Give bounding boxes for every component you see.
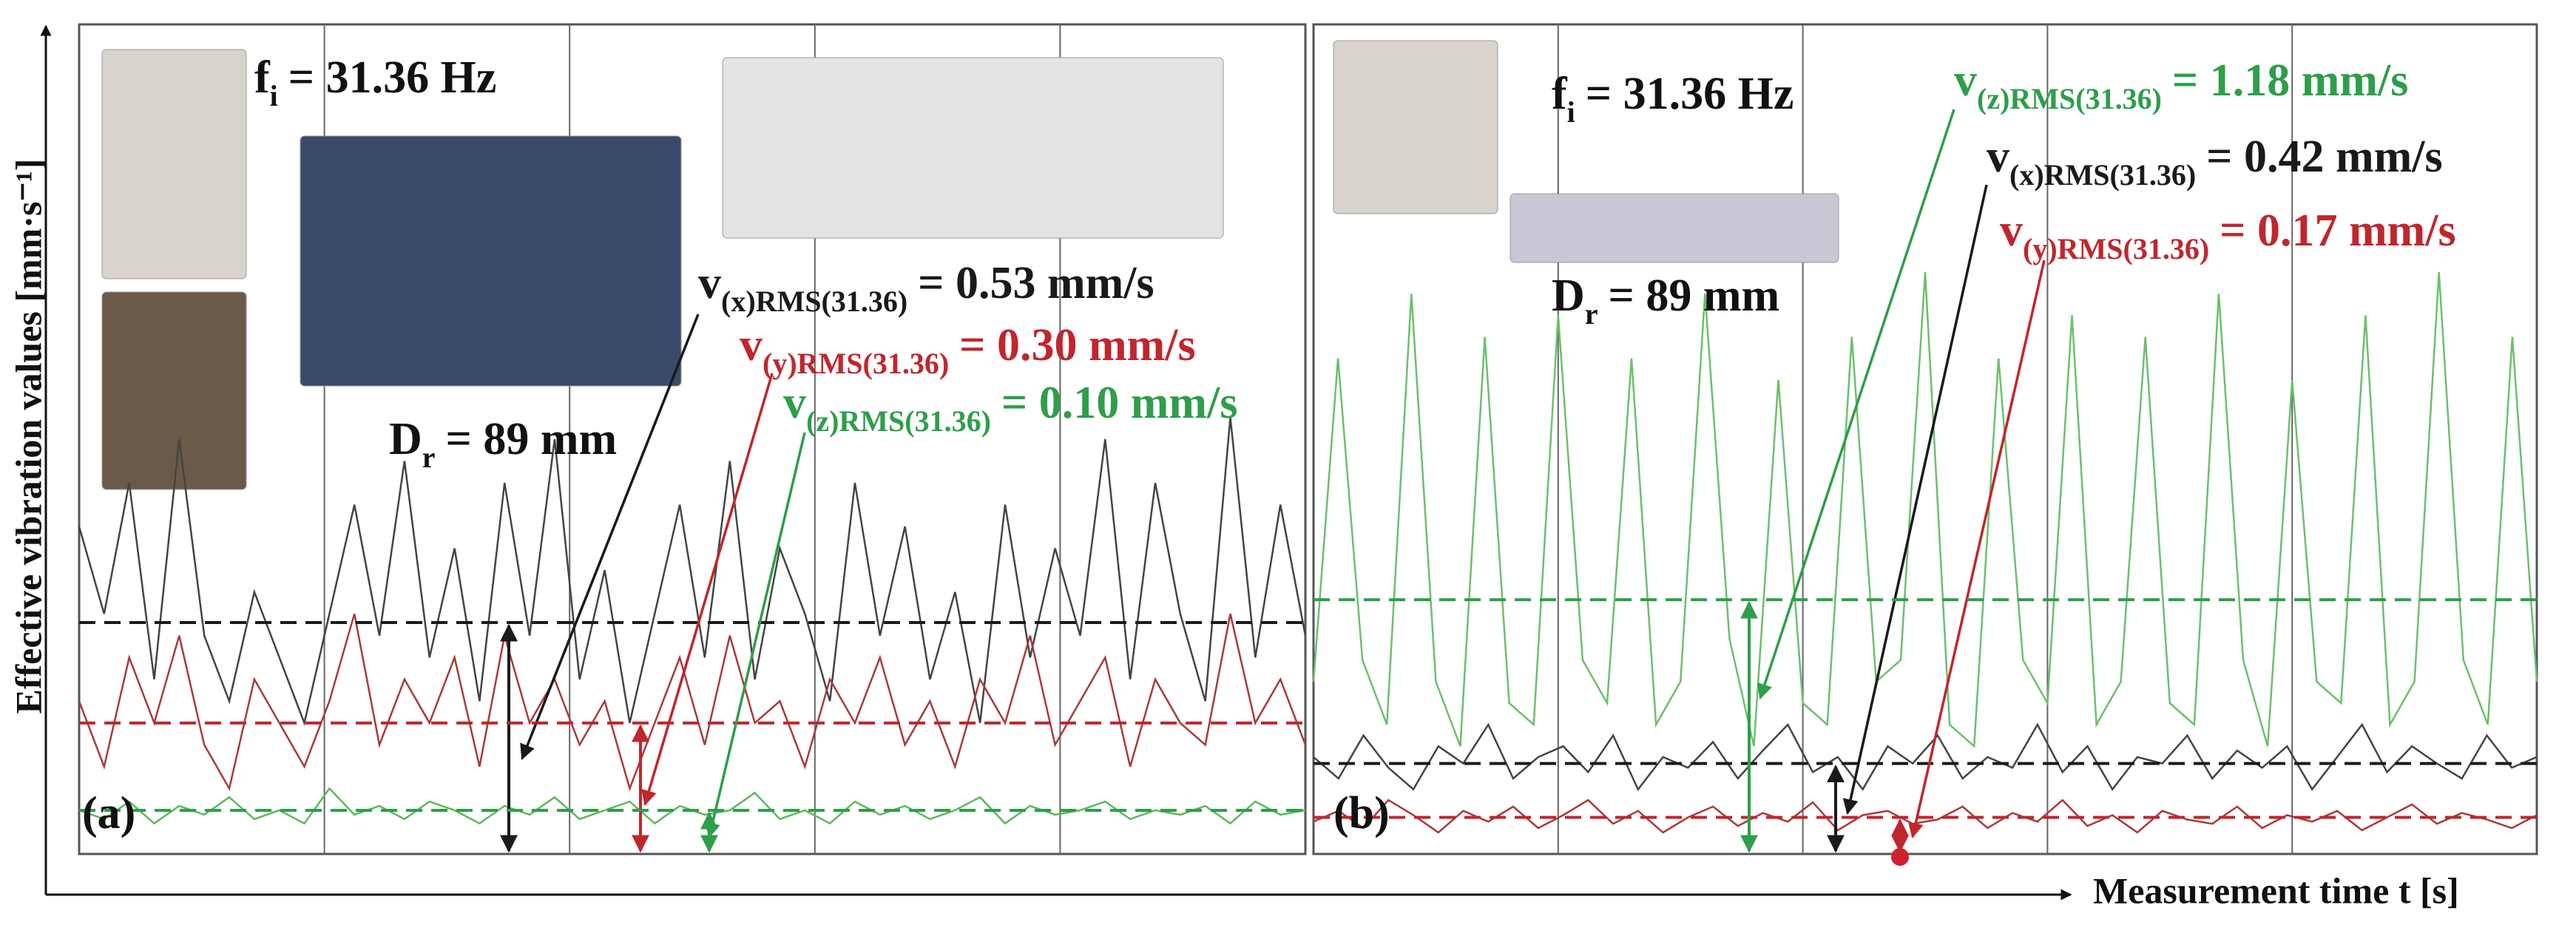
rms-label-sub: (z)RMS(31.36): [1977, 82, 2162, 115]
rms-label-main: v: [740, 320, 763, 370]
photo: [101, 291, 247, 490]
frequency-label: fi = 31.36 Hz: [1552, 69, 1794, 128]
signal-trace: [1313, 799, 2538, 834]
rms-label-text: = 0.30 mm/s: [959, 320, 1195, 370]
panels: v(x)RMS(31.36) = 0.53 mm/sv(y)RMS(31.36) =…: [78, 23, 2538, 866]
panel-label: (b): [1333, 788, 1390, 838]
diameter-label-text: = 89 mm: [446, 414, 618, 464]
frequency-label-main: f: [254, 52, 271, 103]
diameter-label: Dr = 89 mm: [1552, 271, 1779, 330]
marker-dot: [1891, 848, 1909, 866]
leader-line: [1907, 260, 2046, 839]
rms-label-sub: (z)RMS(31.36): [806, 404, 991, 438]
signal-trace: [78, 613, 1307, 792]
photo: [300, 135, 682, 387]
rms-label-main: v: [1987, 132, 2009, 182]
panel-frame: [1312, 23, 2538, 855]
rms-label: v(x)RMS(31.36) = 0.53 mm/s: [698, 258, 1155, 317]
x-axis-label: Measurement time t [s]: [2093, 869, 2459, 911]
rms-label-text: = 0.42 mm/s: [2206, 132, 2442, 182]
rms-label-main: v: [783, 378, 806, 428]
diameter-label-main: D: [1552, 271, 1585, 321]
leader-line: [705, 432, 806, 839]
rms-label-sub: (x)RMS(31.36): [2009, 158, 2196, 191]
y-axis-label: Effective vibration values [mm·s⁻¹]: [7, 159, 49, 714]
frequency-label: fi = 31.36 Hz: [254, 52, 496, 112]
rms-label: v(z)RMS(31.36) = 0.10 mm/s: [783, 378, 1237, 437]
rms-label-sub: (x)RMS(31.36): [721, 285, 907, 318]
leader-line: [1757, 109, 1955, 699]
diameter-label: Dr = 89 mm: [389, 414, 617, 473]
frequency-label-text: = 31.36 Hz: [288, 52, 497, 103]
frequency-label-main: f: [1552, 69, 1568, 119]
leader-line: [1842, 184, 1988, 816]
rms-label-sub: (y)RMS(31.36): [763, 347, 949, 380]
rms-label: v(z)RMS(31.36) = 1.18 mm/s: [1954, 55, 2408, 115]
diameter-label-sub: r: [422, 441, 436, 474]
rms-label-text: = 0.17 mm/s: [2220, 206, 2455, 256]
rms-label-sub: (y)RMS(31.36): [2023, 232, 2209, 265]
rms-label: v(x)RMS(31.36) = 0.42 mm/s: [1987, 132, 2443, 191]
rms-label-main: v: [698, 258, 721, 308]
rms-label: v(y)RMS(31.36) = 0.30 mm/s: [740, 320, 1196, 379]
diameter-label-text: = 89 mm: [1609, 271, 1780, 321]
frequency-label-sub: i: [1567, 95, 1575, 129]
diameter-label-sub: r: [1585, 297, 1598, 330]
rms-label-text: = 0.53 mm/s: [918, 258, 1154, 308]
photo: [101, 49, 247, 279]
rms-label-main: v: [2000, 206, 2023, 256]
leader-line: [641, 373, 774, 807]
signal-trace: [1312, 272, 2538, 748]
photo: [1510, 193, 1839, 263]
photo: [722, 57, 1224, 239]
photo: [1333, 40, 1498, 214]
rms-label-main: v: [1954, 55, 1977, 106]
diameter-label-main: D: [389, 414, 422, 464]
leader-line: [520, 313, 700, 760]
frequency-label-text: = 31.36 Hz: [1586, 69, 1794, 119]
rms-label: v(y)RMS(31.36) = 0.17 mm/s: [2000, 206, 2456, 265]
signal-trace: [78, 417, 1307, 727]
panel-label: (a): [82, 788, 135, 838]
rms-label-text: = 1.18 mm/s: [2172, 55, 2408, 106]
frequency-label-sub: i: [270, 79, 278, 112]
rms-label-text: = 0.10 mm/s: [1001, 378, 1237, 428]
